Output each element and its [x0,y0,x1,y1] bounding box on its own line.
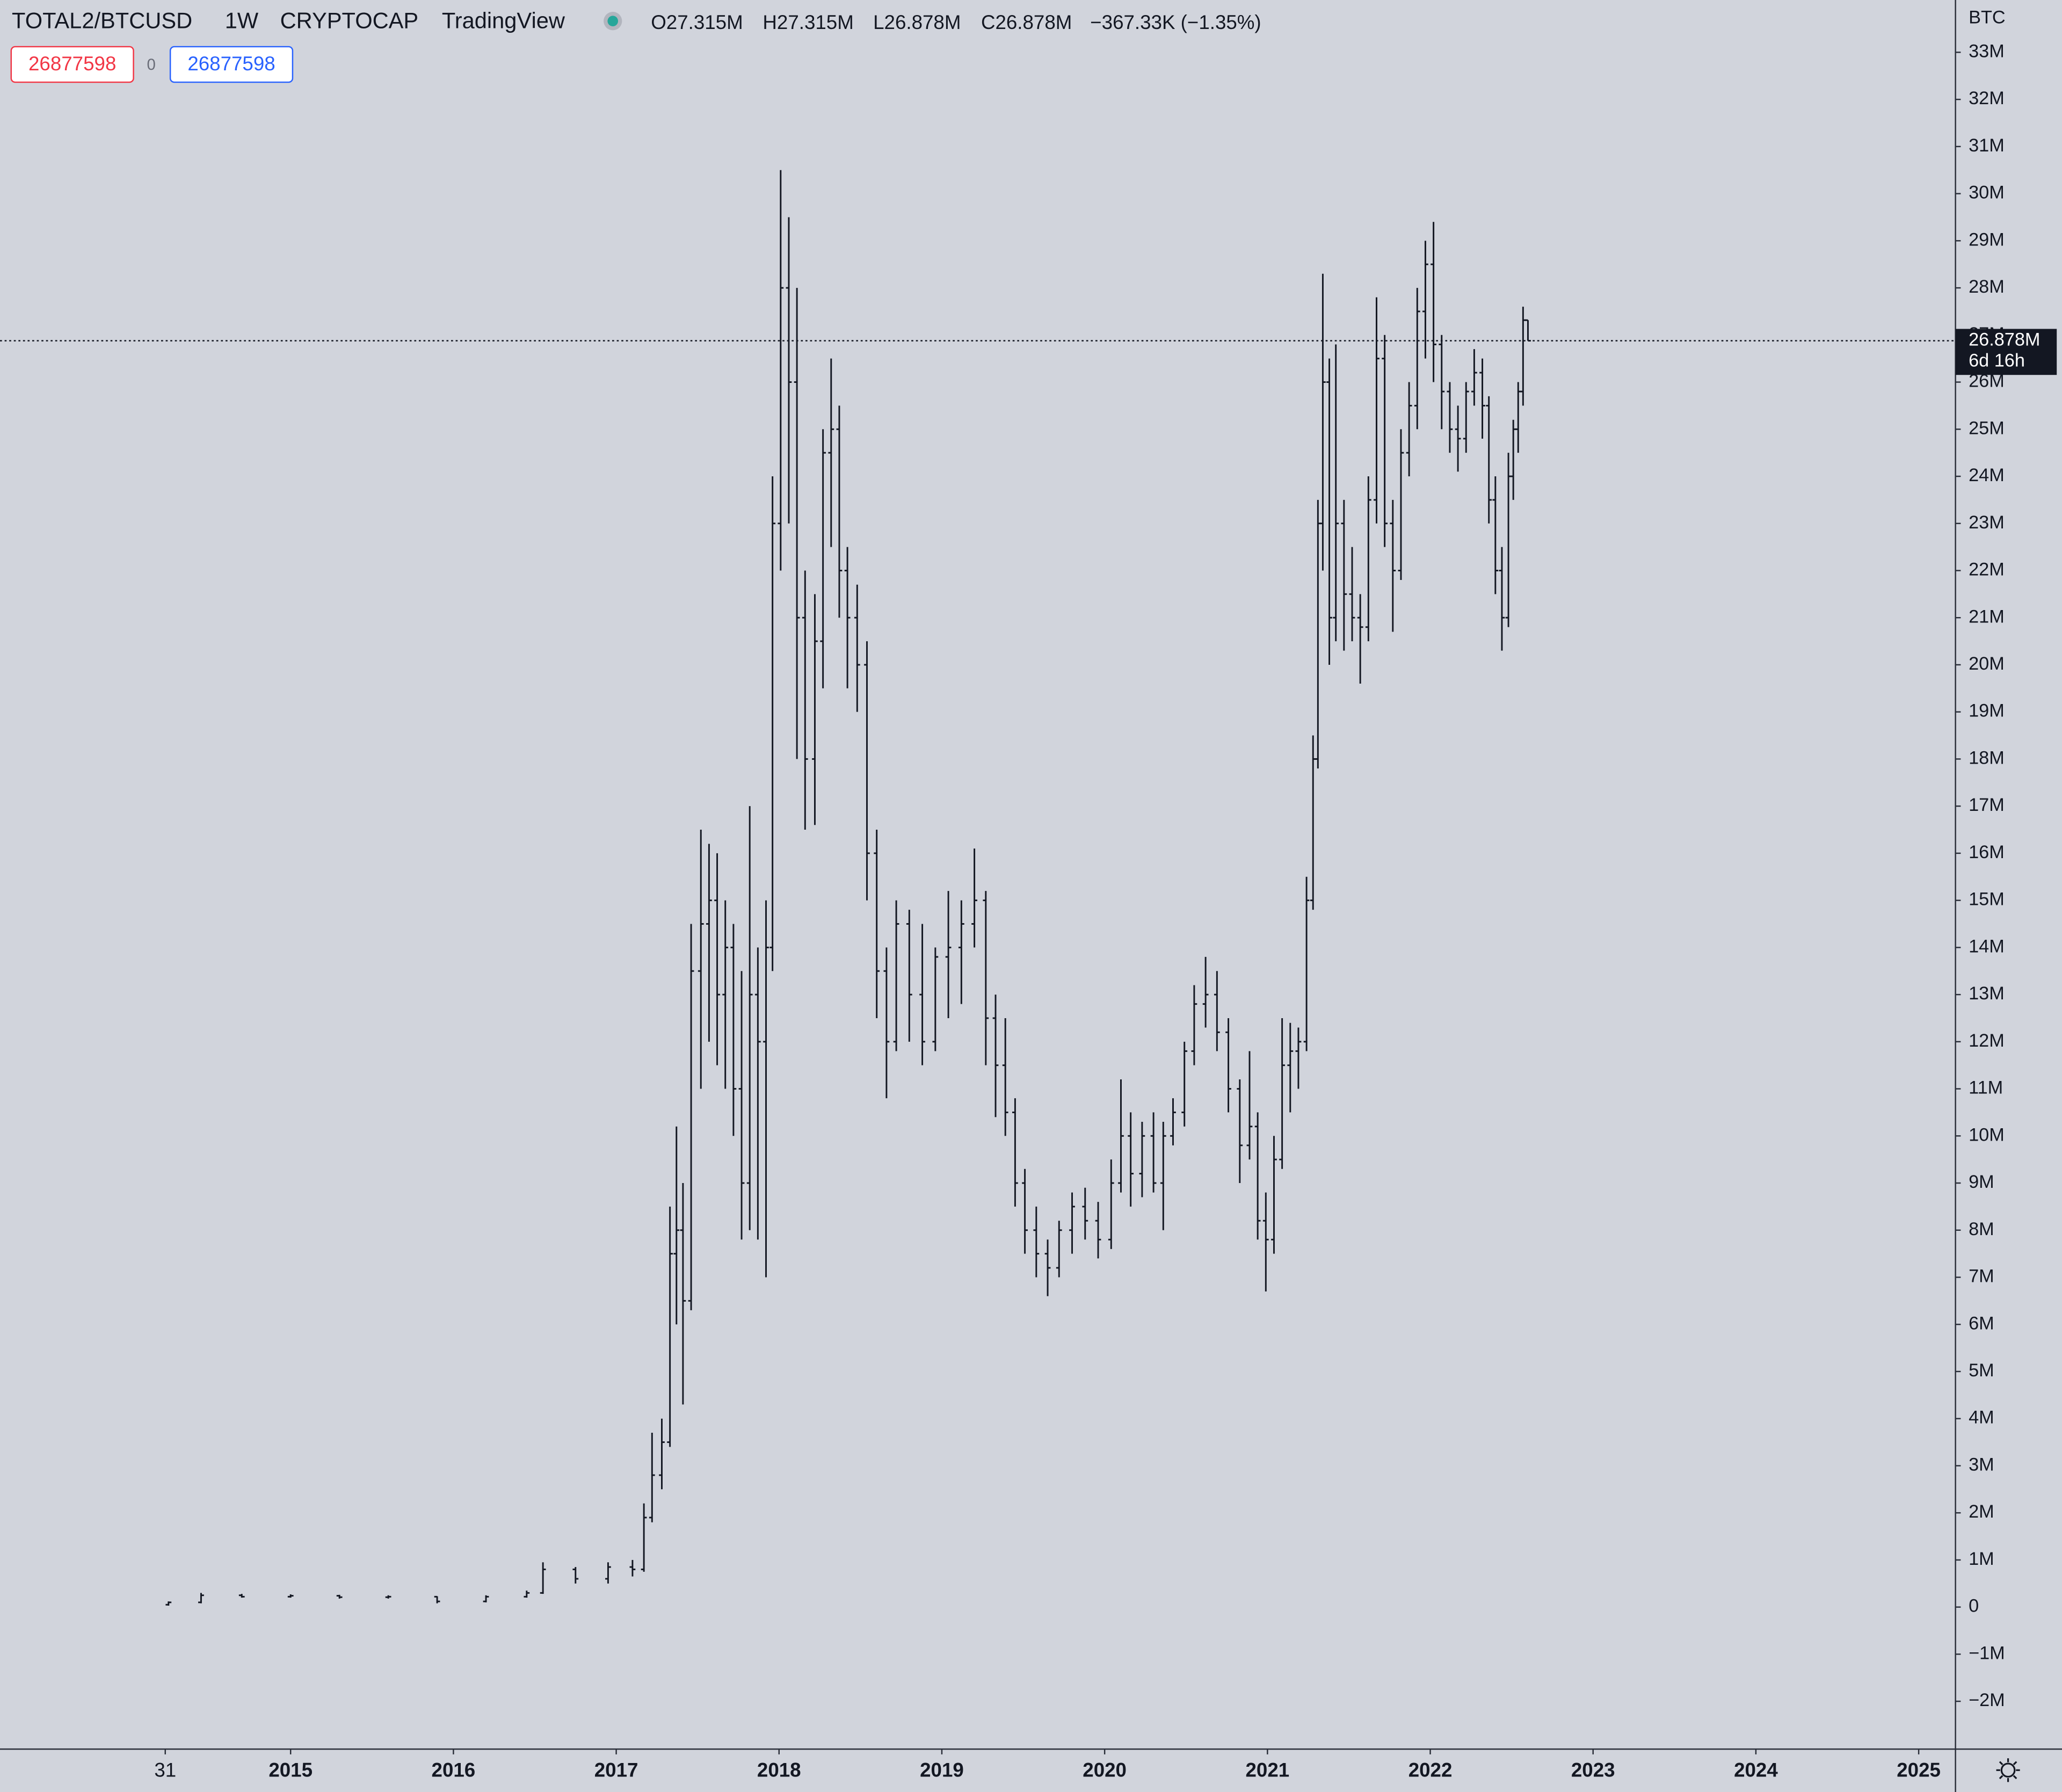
y-tick-label: 33M [1969,41,2005,61]
y-tick-label: 8M [1969,1219,1994,1239]
last-price-label: 26.878M [1969,330,2040,350]
x-tick-label: 2023 [1571,1759,1615,1781]
y-tick-label: 1M [1969,1549,1994,1569]
y-tick-label: 20M [1969,654,2005,674]
x-tick-label: 2016 [432,1759,476,1781]
y-tick-label: 17M [1969,795,2005,815]
y-tick-label: 11M [1969,1078,2003,1098]
y-tick-label: 21M [1969,606,2005,627]
y-tick-label: 18M [1969,748,2005,768]
x-tick-label: 2020 [1083,1759,1127,1781]
y-tick-label: 14M [1969,936,2005,956]
y-tick-label: −1M [1969,1643,2005,1663]
ohlc-close: C26.878M [981,11,1072,33]
y-tick-label: 2M [1969,1501,1994,1522]
status-dot [607,16,619,26]
y-tick-label: 25M [1969,418,2005,438]
y-tick-label: 4M [1969,1408,1994,1428]
y-tick-label: 31M [1969,135,2005,156]
interval[interactable]: 1W [225,8,259,33]
plot-area [0,170,1956,1606]
y-tick-label: 32M [1969,88,2005,108]
x-tick-label: 31 [154,1759,176,1781]
gear-teeth [1996,1758,2020,1782]
y-tick-label: 16M [1969,842,2005,862]
x-tick-label: 2021 [1246,1759,1290,1781]
ohlc-high: H27.315M [763,11,853,33]
y-tick-label: 3M [1969,1454,1994,1475]
last-price-box [1955,329,2057,375]
spread: 0 [147,56,155,74]
y-tick-label: 24M [1969,465,2005,485]
ohlc-change: −367.33K (−1.35%) [1090,11,1261,33]
header: TOTAL2/BTCUSD 1W CRYPTOCAP TradingView O… [10,8,1261,83]
x-tick-label: 2024 [1734,1759,1778,1781]
x-tick-label: 2019 [920,1759,964,1781]
ohlc-low: L26.878M [873,11,961,33]
sell-price[interactable]: 26877598 [28,53,116,75]
buy-price[interactable]: 26877598 [187,53,275,75]
ohlc-open: O27.315M [651,11,743,33]
y-tick-label: 9M [1969,1172,1994,1192]
y-tick-label: 28M [1969,277,2005,297]
exchange: CRYPTOCAP [280,8,419,33]
x-tick-label: 2025 [1897,1759,1941,1781]
x-tick-label: 2015 [268,1759,313,1781]
x-tick-label: 2022 [1408,1759,1453,1781]
y-tick-label: 12M [1969,1031,2005,1051]
y-tick-label: 7M [1969,1266,1994,1287]
x-tick-label: 2018 [757,1759,801,1781]
y-tick-label: 23M [1969,512,2005,533]
y-tick-label: 13M [1969,983,2005,1004]
y-tick-label: 6M [1969,1313,1994,1333]
settings-icon[interactable] [1996,1758,2020,1782]
gear-ring [2000,1762,2016,1778]
y-tick-label: 5M [1969,1360,1994,1381]
y-tick-label: 30M [1969,183,2005,203]
bar-countdown: 6d 16h [1969,351,2025,371]
y-tick-label: 22M [1969,560,2005,580]
sell-badge[interactable] [10,46,134,83]
y-tick-label: 29M [1969,229,2005,250]
x-tick-label: 2017 [594,1759,638,1781]
y-tick-label: 10M [1969,1124,2005,1145]
price-unit: BTC [1969,7,2006,27]
y-tick-label: 19M [1969,701,2005,721]
symbol[interactable]: TOTAL2/BTCUSD [12,8,192,33]
source: TradingView [442,8,565,33]
y-tick-label: 15M [1969,889,2005,910]
buy-badge[interactable] [169,46,294,83]
y-tick-label: −2M [1969,1690,2005,1710]
y-tick-label: 0 [1969,1596,1979,1616]
